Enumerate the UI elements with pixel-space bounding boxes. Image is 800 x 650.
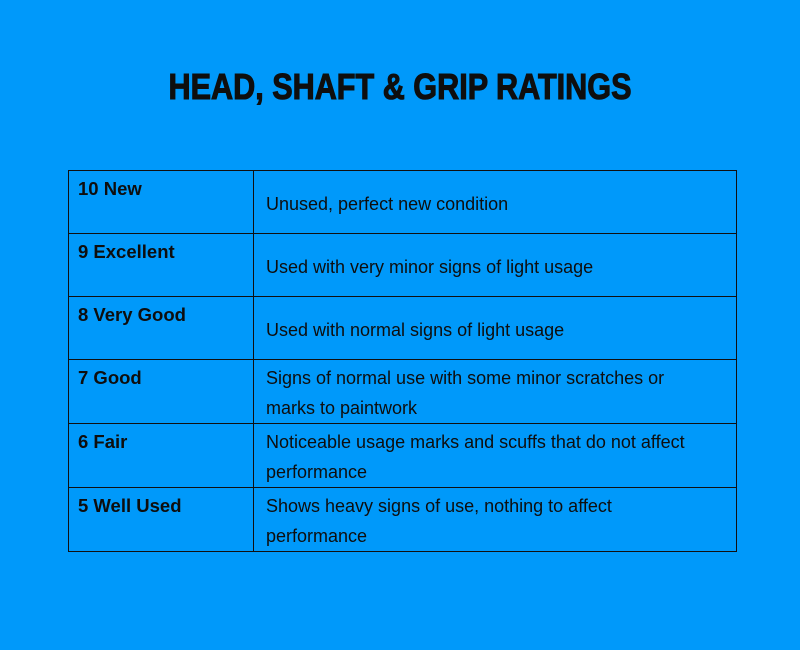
rating-label-cell: 7 Good — [68, 359, 254, 424]
rating-description-cell: Signs of normal use with some minor scra… — [253, 359, 737, 424]
table-row: 9 Excellent Used with very minor signs o… — [68, 233, 737, 297]
rating-description-cell: Unused, perfect new condition — [253, 170, 737, 234]
rating-description-cell: Used with very minor signs of light usag… — [253, 233, 737, 297]
ratings-table-body: 10 New Unused, perfect new condition 9 E… — [68, 170, 737, 552]
page-title: HEAD, SHAFT & GRIP RATINGS — [168, 65, 632, 107]
table-row: 10 New Unused, perfect new condition — [68, 170, 737, 234]
rating-label-cell: 8 Very Good — [68, 296, 254, 360]
rating-label-cell: 10 New — [68, 170, 254, 234]
table-row: 7 Good Signs of normal use with some min… — [68, 359, 737, 424]
ratings-table: 10 New Unused, perfect new condition 9 E… — [68, 170, 737, 552]
rating-label-cell: 6 Fair — [68, 423, 254, 488]
rating-description-cell: Shows heavy signs of use, nothing to aff… — [253, 487, 737, 552]
rating-description-cell: Noticeable usage marks and scuffs that d… — [253, 423, 737, 488]
table-row: 6 Fair Noticeable usage marks and scuffs… — [68, 423, 737, 488]
rating-label-cell: 9 Excellent — [68, 233, 254, 297]
table-row: 8 Very Good Used with normal signs of li… — [68, 296, 737, 360]
table-row: 5 Well Used Shows heavy signs of use, no… — [68, 487, 737, 552]
rating-description-cell: Used with normal signs of light usage — [253, 296, 737, 360]
rating-label-cell: 5 Well Used — [68, 487, 254, 552]
